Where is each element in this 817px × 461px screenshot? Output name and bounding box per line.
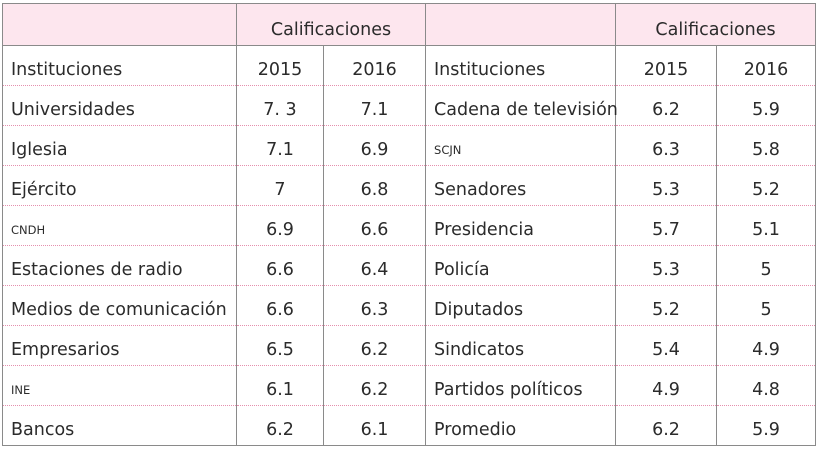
table-row: Iglesia 7.1 6.9 SCJN 6.3 5.8 xyxy=(2,125,816,166)
header-empty-right xyxy=(425,3,616,46)
group-header-right: Calificaciones xyxy=(615,3,816,46)
table-row: Estaciones de radio 6.6 6.4 Policía 5.3 … xyxy=(2,245,816,286)
column-header-2015-left: 2015 xyxy=(236,45,324,86)
institution-name: Cadena de televisión xyxy=(425,85,618,126)
institution-name: Senadores xyxy=(425,165,616,206)
group-header-row: Calificaciones Calificaciones xyxy=(2,3,816,46)
score-2016: 4.8 xyxy=(716,365,816,406)
table-row: Ejército 7 6.8 Senadores 5.3 5.2 xyxy=(2,165,816,206)
institution-name: Policía xyxy=(425,245,616,286)
institution-name: Empresarios xyxy=(2,325,237,366)
ratings-table: Calificaciones Calificaciones Institucio… xyxy=(2,3,817,446)
institution-name: Partidos políticos xyxy=(425,365,616,406)
institution-name: Medios de comunicación xyxy=(2,285,237,326)
column-header-institution-left: Instituciones xyxy=(2,45,237,86)
score-2016: 6.2 xyxy=(322,365,426,406)
score-2015: 6.3 xyxy=(615,125,717,166)
score-2015: 7 xyxy=(236,165,324,206)
institution-name: SCJN xyxy=(425,125,616,166)
table-row: CNDH 6.9 6.6 Presidencia 5.7 5.1 xyxy=(2,205,816,246)
score-2015: 5.7 xyxy=(615,205,717,246)
institution-name: Diputados xyxy=(425,285,616,326)
score-2016: 4.9 xyxy=(716,325,816,366)
institution-name: Universidades xyxy=(2,85,237,126)
score-2016: 6.9 xyxy=(322,125,426,166)
institution-name: Ejército xyxy=(2,165,237,206)
score-2015: 6.2 xyxy=(236,405,324,446)
header-empty-left xyxy=(2,3,237,46)
institution-name: Sindicatos xyxy=(425,325,616,366)
institution-name: Presidencia xyxy=(425,205,616,246)
table-row: INE 6.1 6.2 Partidos políticos 4.9 4.8 xyxy=(2,365,816,406)
table-row: Medios de comunicación 6.6 6.3 Diputados… xyxy=(2,285,816,326)
table-row: Empresarios 6.5 6.2 Sindicatos 5.4 4.9 xyxy=(2,325,816,366)
institution-name: Estaciones de radio xyxy=(2,245,237,286)
column-header-2015-right: 2015 xyxy=(615,45,717,86)
score-2016: 5.8 xyxy=(716,125,816,166)
score-2016: 5.9 xyxy=(716,85,816,126)
score-2016: 5.2 xyxy=(716,165,816,206)
group-header-left: Calificaciones xyxy=(235,3,426,46)
institution-name: Bancos xyxy=(11,420,75,440)
table-row: Bancos 6.2 6.1 Promedio 6.2 5.9 xyxy=(3,405,816,446)
score-2016: 6.6 xyxy=(322,205,426,246)
score-2015: 4.9 xyxy=(615,365,717,406)
institution-name: CNDH xyxy=(2,205,237,246)
institution-name: INE xyxy=(2,365,237,406)
score-2015: 5.2 xyxy=(615,285,717,326)
institution-name: Iglesia xyxy=(2,125,237,166)
score-2016: 5 xyxy=(716,245,816,286)
score-2015: 6.9 xyxy=(236,205,324,246)
score-2016: 6.4 xyxy=(322,245,426,286)
score-2015: 5.3 xyxy=(615,165,717,206)
column-header-2016-left: 2016 xyxy=(322,45,426,86)
score-2016: 6.1 xyxy=(322,405,426,446)
score-2016: 6.8 xyxy=(322,165,426,206)
score-2016: 5.1 xyxy=(716,205,816,246)
institution-name: Promedio xyxy=(425,405,616,446)
table-row: Universidades 7. 3 7.1 Cadena de televis… xyxy=(2,85,816,126)
score-2016: 5 xyxy=(716,285,816,326)
score-2015: 6.2 xyxy=(615,85,717,126)
score-2015: 6.5 xyxy=(236,325,324,366)
score-2015: 6.1 xyxy=(236,365,324,406)
score-2015: 6.2 xyxy=(615,405,717,446)
column-header-institution-right: Instituciones xyxy=(425,45,616,86)
score-2015: 7. 3 xyxy=(236,85,324,126)
score-2015: 6.6 xyxy=(236,285,324,326)
score-2016: 7.1 xyxy=(322,85,426,126)
score-2016: 6.2 xyxy=(322,325,426,366)
score-2015: 6.6 xyxy=(236,245,324,286)
score-2015: 5.3 xyxy=(615,245,717,286)
score-2015: 7.1 xyxy=(236,125,324,166)
score-2015: 5.4 xyxy=(615,325,717,366)
score-2016: 5.9 xyxy=(716,405,816,446)
column-header-row: Instituciones 2015 2016 Instituciones 20… xyxy=(2,45,816,86)
score-2016: 6.3 xyxy=(322,285,426,326)
column-header-2016-right: 2016 xyxy=(716,45,816,86)
